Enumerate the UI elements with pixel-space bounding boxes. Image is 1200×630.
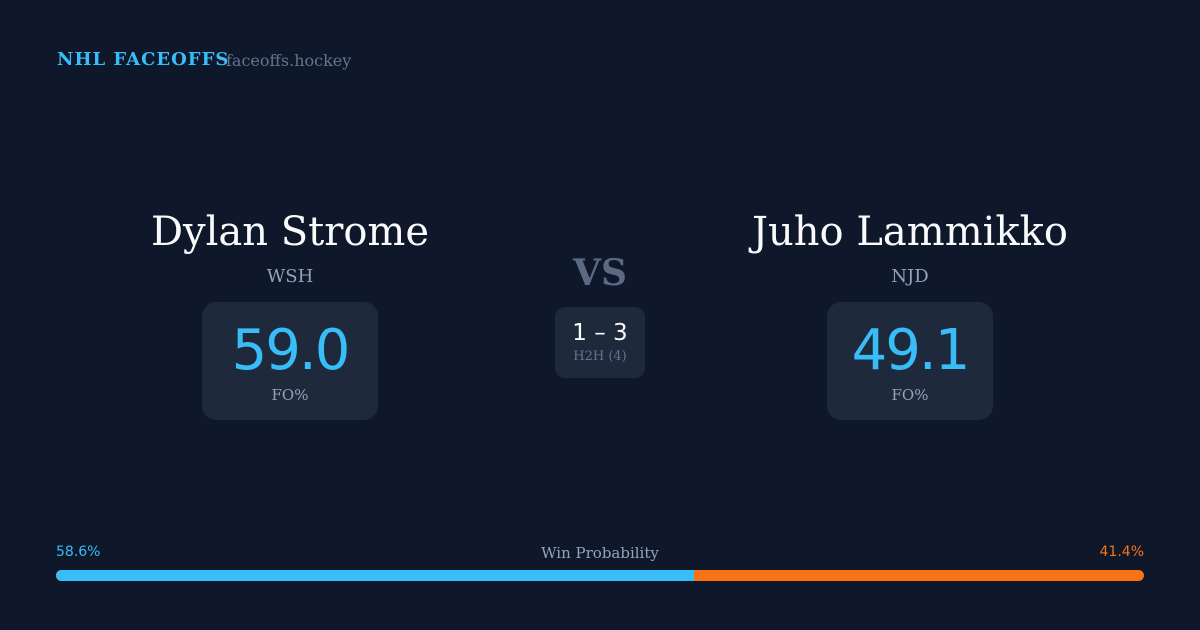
win-probability-fill-left [56,570,694,581]
brand-title: NHL FACEOFFS [57,49,230,70]
right-fo-card: 49.1 FO% [827,302,993,420]
win-probability-label: Win Probability [541,544,659,562]
win-probability-bar [56,570,1144,581]
vs-label: VS [573,252,627,294]
left-fo-card: 59.0 FO% [202,302,378,420]
right-fo-label: FO% [891,386,929,404]
right-player-team: NJD [891,266,929,287]
left-win-pct: 58.6% [56,544,101,560]
left-player: Dylan Strome WSH [80,206,500,287]
left-player-name: Dylan Strome [150,209,430,255]
h2h-label: H2H (4) [573,349,627,364]
left-fo-value: 59.0 [231,318,351,383]
left-player-team: WSH [266,266,314,287]
h2h-card: 1 – 3 H2H (4) [555,307,645,378]
right-player: Juho Lammikko NJD [700,206,1120,287]
site-url: faceoffs.hockey [226,51,352,70]
h2h-score: 1 – 3 [572,320,628,346]
right-player-name: Juho Lammikko [752,209,1068,255]
left-fo-label: FO% [271,386,309,404]
right-win-pct: 41.4% [1099,544,1144,560]
right-fo-value: 49.1 [851,318,971,383]
